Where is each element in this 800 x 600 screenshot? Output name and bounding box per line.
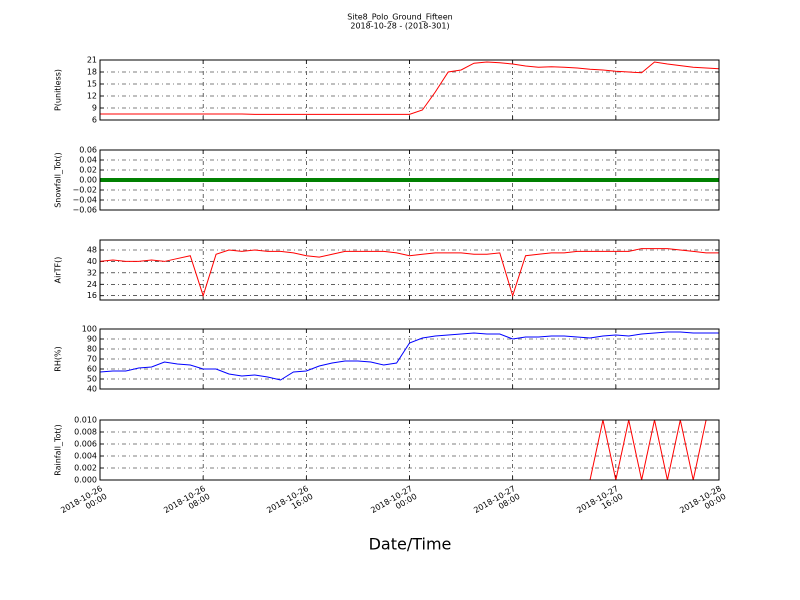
y-tick-label: 21 [87, 56, 97, 65]
chart-subtitle: 2018-10-28 - (2018-301) [350, 22, 449, 31]
y-axis-label: Rainfall_Tot() [54, 424, 63, 476]
y-tick-label: 0.000 [74, 476, 97, 485]
y-tick-label: 18 [87, 68, 97, 77]
chart-title: Site8_Polo_Ground_Fifteen [347, 13, 452, 22]
y-axis-label: P(unitless) [54, 69, 63, 111]
y-axis-label: RH(%) [54, 346, 63, 371]
y-tick-label: 0.006 [74, 440, 97, 449]
y-tick-label: 12 [87, 92, 97, 101]
y-tick-label: 0.02 [79, 166, 97, 175]
plot-frame [99, 419, 720, 481]
y-tick-label: 32 [87, 268, 97, 277]
y-tick-label: 6 [92, 116, 97, 125]
y-tick-label: 60 [87, 365, 97, 374]
y-tick-label: 90 [87, 335, 97, 344]
y-tick-label: −0.06 [72, 206, 97, 215]
y-tick-label: 0.06 [79, 146, 97, 155]
data-line [99, 248, 719, 298]
y-tick-label: 70 [87, 355, 97, 364]
y-tick-label: 15 [87, 80, 97, 89]
y-tick-label: 24 [87, 280, 97, 289]
y-tick-label: 40 [87, 385, 97, 394]
y-tick-label: 80 [87, 345, 97, 354]
y-tick-label: 0.004 [74, 452, 97, 461]
plot-frame [99, 149, 720, 211]
y-tick-label: 9 [92, 104, 97, 113]
plot-frame [99, 328, 720, 390]
data-line [100, 61, 720, 115]
y-tick-label: 50 [87, 375, 97, 384]
y-tick-label: 0.010 [74, 416, 97, 425]
y-tick-label: 0.04 [79, 156, 97, 165]
y-tick-label: 40 [87, 257, 97, 266]
y-tick-label: 16 [87, 291, 97, 300]
data-line [99, 331, 719, 381]
plot-frame [99, 59, 720, 121]
y-tick-label: 0.00 [79, 176, 97, 185]
plot-frame [99, 239, 720, 301]
y-axis-label: AirTF() [54, 257, 63, 284]
y-tick-label: 0.002 [74, 464, 97, 473]
y-tick-label: −0.04 [72, 196, 97, 205]
y-tick-label: −0.02 [72, 186, 97, 195]
y-tick-label: 100 [82, 325, 97, 334]
y-tick-label: 0.008 [74, 428, 97, 437]
y-tick-label: 48 [87, 246, 97, 255]
x-axis-label: Date/Time [369, 535, 452, 554]
y-axis-label: Snowfall_Tot() [54, 152, 63, 208]
